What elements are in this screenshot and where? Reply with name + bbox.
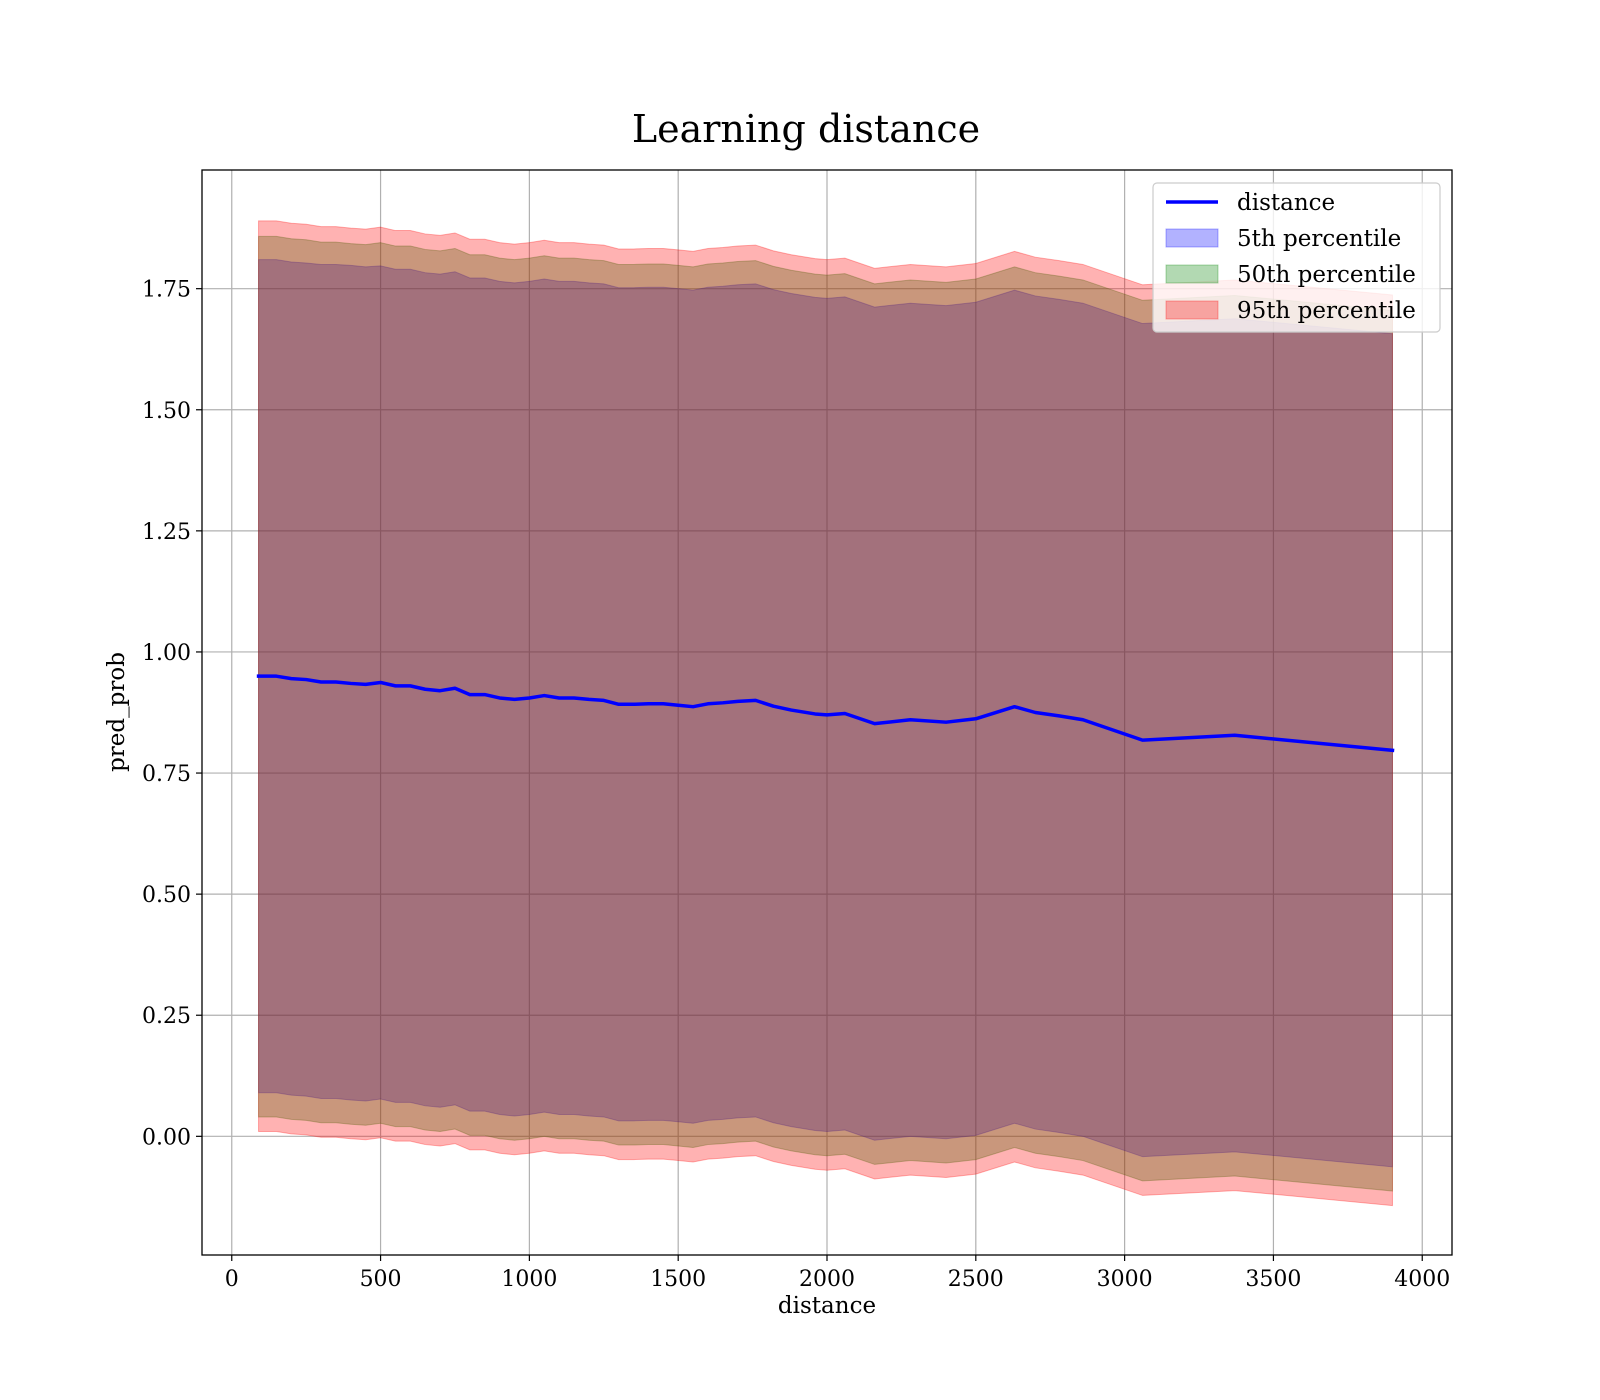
y-tick-label: 1.25 bbox=[142, 520, 191, 545]
y-tick-label: 1.75 bbox=[142, 278, 191, 303]
y-tick-label: 1.50 bbox=[142, 399, 191, 424]
x-tick-label: 3500 bbox=[1245, 1267, 1301, 1292]
legend-item-distance: distance bbox=[1166, 190, 1335, 216]
legend-item-95th-percentile: 95th percentile bbox=[1165, 298, 1416, 324]
x-tick-label: 1000 bbox=[501, 1267, 557, 1292]
x-tick-label: 2000 bbox=[799, 1267, 855, 1292]
legend-band-swatch bbox=[1165, 228, 1219, 248]
y-axis-title: pred_prob bbox=[104, 652, 130, 772]
series-lines bbox=[256, 674, 1395, 753]
x-tick-label: 500 bbox=[360, 1267, 402, 1292]
y-tick-label: 0.50 bbox=[142, 883, 191, 908]
legend-label: 95th percentile bbox=[1237, 298, 1416, 324]
legend-band-swatch bbox=[1165, 300, 1219, 320]
plot-area: 0 500 1000 1500 2000 2500 3000 3500 4000 0.00 0.2… bbox=[142, 169, 1453, 1292]
legend-label: 50th percentile bbox=[1237, 262, 1416, 288]
y-axis-ticks: 0.00 0.25 0.50 0.75 1.00 1.25 1.50 1.75 bbox=[142, 278, 202, 1150]
y-tick-label: 0.75 bbox=[142, 762, 191, 787]
legend-label: 5th percentile bbox=[1237, 226, 1401, 252]
legend-band-swatch bbox=[1165, 264, 1219, 284]
legend-box bbox=[1152, 182, 1441, 333]
chart-title: Learning distance bbox=[632, 107, 980, 151]
y-tick-label: 0.00 bbox=[142, 1125, 191, 1150]
x-tick-label: 0 bbox=[225, 1267, 239, 1292]
x-axis-title: distance bbox=[778, 1293, 876, 1319]
x-tick-label: 3000 bbox=[1097, 1267, 1153, 1292]
legend: distance 5th percentile 50th percentile 95t… bbox=[1152, 182, 1441, 333]
y-tick-label: 0.25 bbox=[142, 1004, 191, 1029]
distance-line bbox=[256, 674, 1395, 753]
x-tick-label: 2500 bbox=[948, 1267, 1004, 1292]
legend-item-5th-percentile: 5th percentile bbox=[1165, 226, 1401, 252]
y-tick-label: 1.00 bbox=[142, 641, 191, 666]
x-axis-ticks: 0 500 1000 1500 2000 2500 3000 3500 4000 bbox=[225, 1255, 1450, 1292]
legend-label: distance bbox=[1237, 190, 1335, 216]
legend-item-50th-percentile: 50th percentile bbox=[1165, 262, 1416, 288]
x-tick-label: 4000 bbox=[1394, 1267, 1450, 1292]
x-tick-label: 1500 bbox=[650, 1267, 706, 1292]
